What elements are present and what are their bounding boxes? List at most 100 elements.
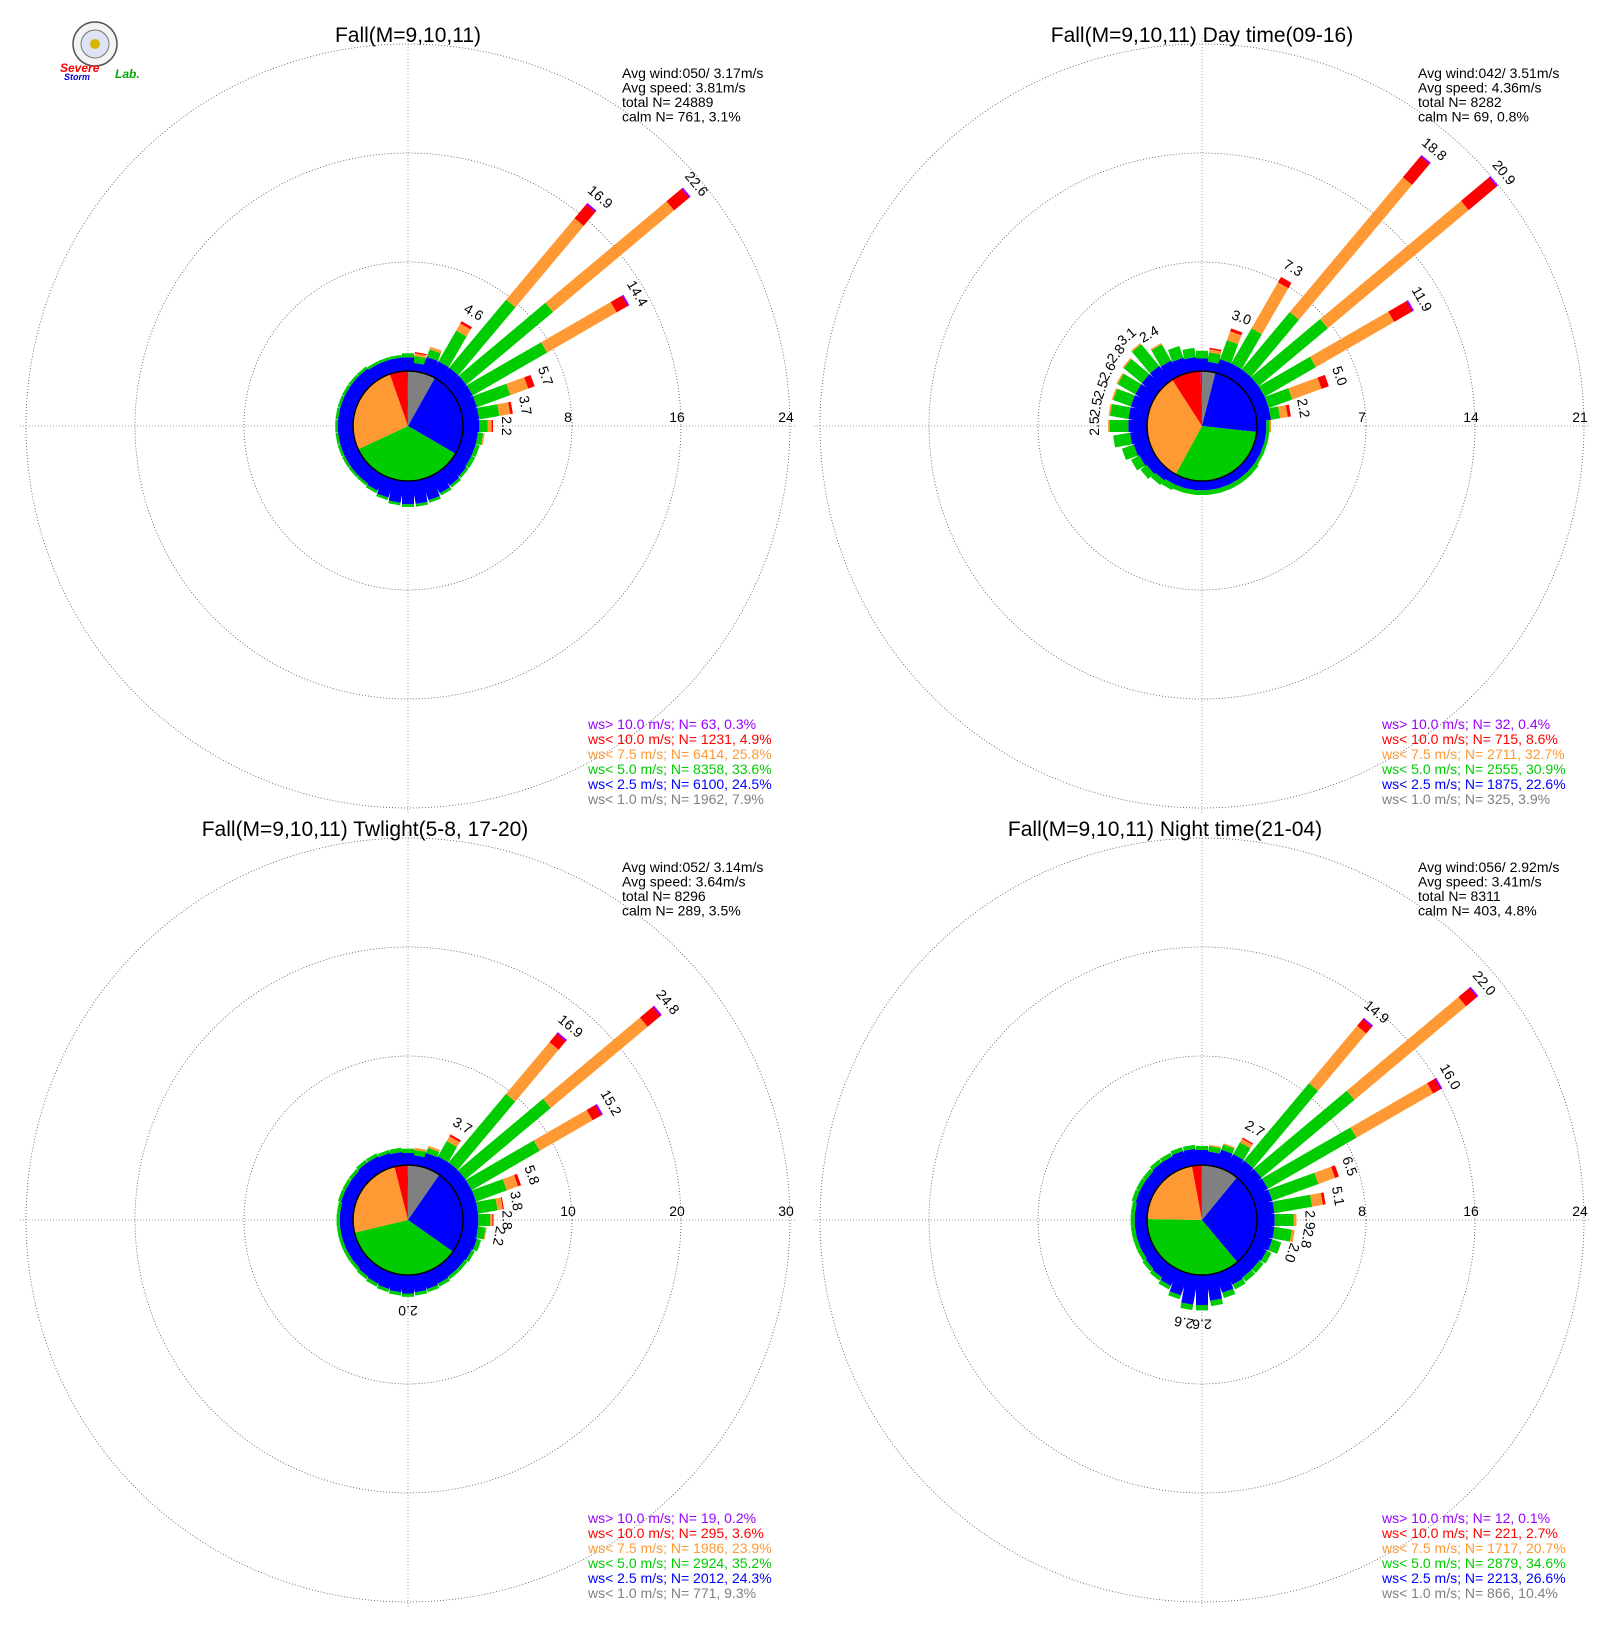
stat-line-1: Avg wind:050/ 3.17m/s [622, 65, 763, 81]
pie-slice-lt1 [408, 1165, 440, 1220]
petal-50-lt10 [640, 1006, 662, 1027]
petal-40-lt10 [574, 203, 596, 226]
petal-270-lt2_5 [1128, 420, 1147, 432]
petal-label-70: 5.0 [1329, 364, 1351, 388]
petal-200-lt2_5 [1169, 1269, 1189, 1296]
petal-50-lt7_5 [545, 201, 675, 312]
petal-190-lt5 [1184, 488, 1197, 495]
legend-lt2_5: ws< 2.5 m/s; N= 2012, 24.3% [587, 1570, 772, 1586]
petal-60-lt5 [1258, 356, 1316, 397]
petal-label-70: 5.8 [521, 1163, 543, 1187]
legend-lt7_5: ws< 7.5 m/s; N= 1986, 23.9% [587, 1540, 772, 1556]
petal-220-lt5 [1149, 1269, 1162, 1281]
logo-text-storm: Storm [64, 72, 90, 82]
petal-200-lt2_5 [377, 475, 395, 498]
petal-180-lt5 [402, 504, 414, 507]
petal-60-lt2_5 [452, 1179, 472, 1198]
petal-50-lt7_5 [1320, 200, 1469, 329]
petal-20-lt5 [1221, 1144, 1235, 1154]
legend-lt7_5: ws< 7.5 m/s; N= 2711, 32.7% [1381, 746, 1565, 762]
pie-outline [352, 1164, 464, 1276]
petal-100-lt5 [475, 432, 484, 445]
petal-50-gt10 [652, 1005, 662, 1017]
stat-line-2: Avg speed: 3.41m/s [1418, 874, 1541, 890]
petal-10-lt10 [1209, 347, 1222, 352]
petal-240-lt5 [343, 1248, 352, 1261]
petal-300-lt5 [1136, 1178, 1146, 1191]
petal-220-lt5 [356, 475, 368, 486]
petal-10-lt7_5 [1208, 349, 1222, 355]
petal-110-lt5 [1268, 1239, 1282, 1254]
ring-16 [928, 946, 1476, 1494]
petal-60-lt5 [466, 342, 548, 396]
petal-250-lt2_5 [1136, 1233, 1153, 1249]
petal-70-lt5 [1268, 1172, 1319, 1201]
pie-slice-lt7_5 [1146, 379, 1202, 475]
petal-70-lt10 [1331, 1165, 1339, 1178]
petal-340-lt5 [1168, 345, 1184, 362]
petal-180-lt2_5 [402, 481, 414, 505]
legend-lt5: ws< 5.0 m/s; N= 2879, 34.6% [1381, 1555, 1566, 1571]
petal-250-lt2_5 [340, 439, 359, 456]
petal-60-gt10 [621, 294, 630, 307]
petal-80-lt10 [500, 1197, 504, 1210]
petal-40-lt5 [448, 1093, 516, 1170]
petal-320-lt2_5 [358, 368, 378, 388]
petal-360-lt2_5 [402, 357, 414, 371]
petal-10-lt2_5 [411, 362, 425, 373]
petal-70-lt10 [514, 1173, 522, 1187]
petal-120-lt5 [465, 455, 476, 469]
petal-260-lt5 [335, 432, 341, 445]
petal-270-lt2_5 [1134, 1214, 1147, 1226]
petal-80-lt2_5 [461, 407, 480, 423]
petal-90-lt7_5 [490, 1214, 493, 1226]
petal-250-lt5 [338, 1237, 347, 1250]
petal-300-lt2_5 [344, 385, 364, 404]
petal-280-lt2_5 [1134, 1202, 1149, 1217]
petal-90-lt2_5 [1257, 1214, 1275, 1226]
petal-350-lt5 [1183, 1144, 1196, 1151]
petal-10-lt7_5 [414, 1147, 427, 1152]
petal-40-gt10 [1362, 1017, 1374, 1027]
panel-title: Fall(M=9,10,11) Twlight(5-8, 17-20) [202, 818, 529, 841]
petal-350-lt5 [389, 1147, 403, 1154]
stat-line-2: Avg speed: 3.81m/s [622, 80, 745, 96]
petal-140-lt2_5 [1232, 1258, 1252, 1278]
petal-330-lt5 [366, 1153, 379, 1163]
petal-20-lt5 [426, 349, 441, 361]
petal-230-lt5 [1140, 464, 1155, 479]
legend-lt7_5: ws< 7.5 m/s; N= 6414, 25.8% [587, 746, 772, 762]
petal-170-lt5 [415, 501, 428, 507]
petal-190-lt5 [388, 1290, 402, 1296]
petal-30-lt10 [460, 321, 472, 330]
pie-slice-gt10 [407, 1164, 408, 1220]
petal-50-lt7_5 [1346, 997, 1467, 1100]
logo-seal-center-icon [90, 39, 100, 49]
legend-lt2_5: ws< 2.5 m/s; N= 2213, 26.6% [1381, 1570, 1566, 1586]
pie-slice-lt5 [358, 426, 456, 481]
petal-160-lt5 [428, 496, 441, 503]
petal-170-lt5 [1207, 488, 1220, 495]
petal-60-lt7_5 [541, 302, 617, 353]
petal-260-lt2_5 [338, 429, 355, 445]
petal-330-lt2_5 [1161, 1156, 1180, 1176]
petal-150-lt5 [1232, 1278, 1246, 1290]
petal-350-lt2_5 [1184, 357, 1199, 373]
petal-70-lt7_5 [506, 377, 529, 396]
petal-110-lt5 [1260, 442, 1268, 455]
stat-line-1: Avg wind:056/ 2.92m/s [1418, 859, 1559, 875]
petal-40-gt10 [1420, 154, 1431, 165]
petal-30-lt5 [437, 1141, 457, 1163]
panel-title: Fall(M=9,10,11) Day time(09-16) [1051, 24, 1353, 47]
ring-label-20: 20 [669, 1203, 685, 1219]
petal-320-lt5 [356, 1159, 368, 1170]
stat-line-4: calm N= 69, 0.8% [1418, 109, 1529, 125]
pie-outline [1146, 370, 1258, 482]
petal-90-lt7_5 [1293, 1214, 1297, 1226]
petal-80-lt2_5 [1255, 408, 1271, 423]
petal-70-lt2_5 [1251, 396, 1269, 413]
petal-260-lt2_5 [1129, 429, 1149, 445]
petal-110-lt5 [473, 1238, 482, 1252]
petal-140-lt2_5 [438, 464, 460, 486]
ring-8 [1037, 1055, 1367, 1385]
